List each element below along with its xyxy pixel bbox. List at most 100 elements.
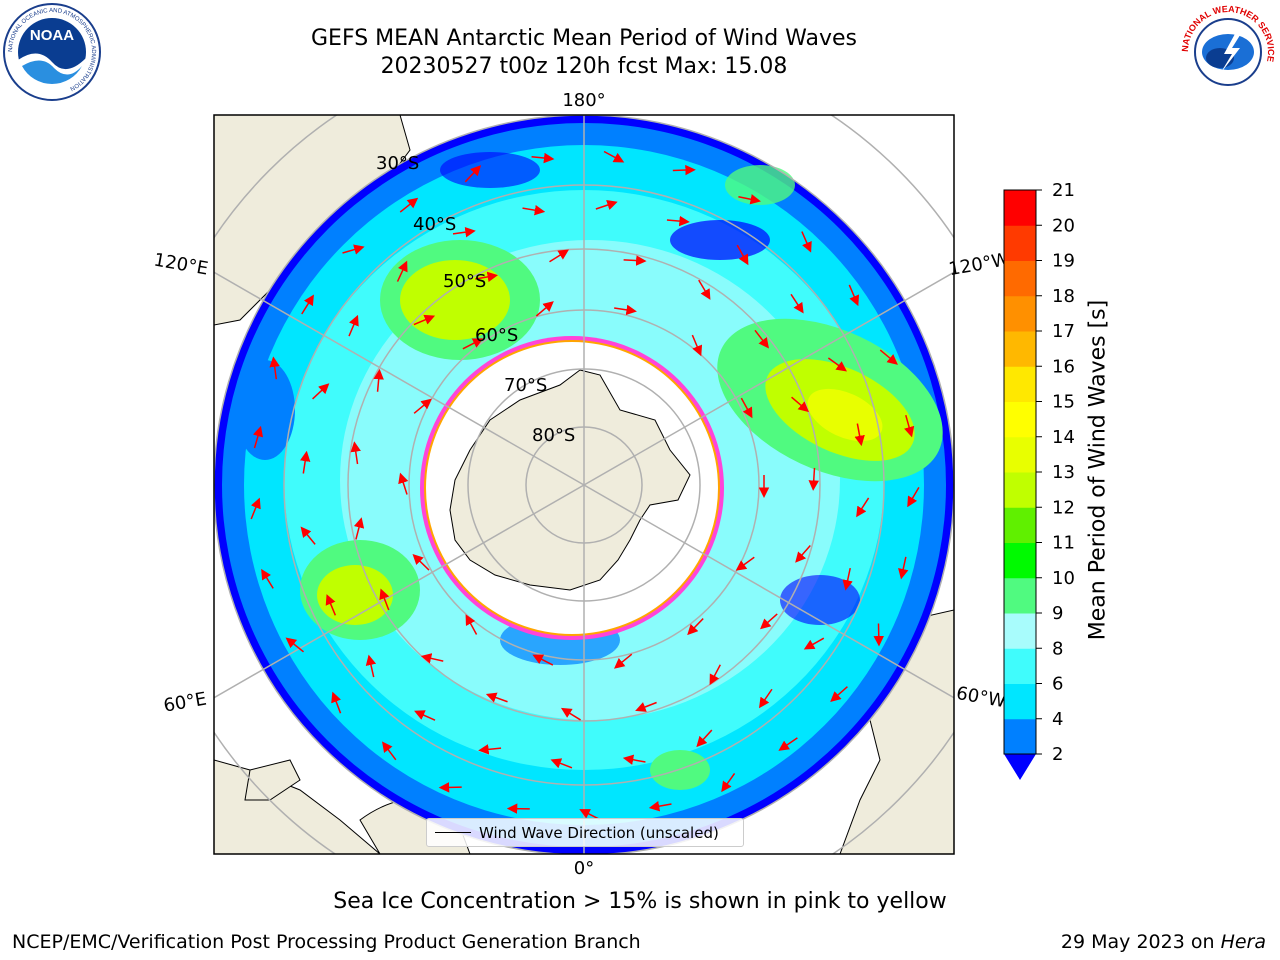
colorbar: 2 4 6 8 9 10 11 12 13 14 15 16 17 18 19 20 21	[1003, 180, 1075, 780]
wave-direction-arrow	[830, 686, 848, 702]
lat-label-70s: 70°S	[504, 375, 547, 396]
wave-direction-arrow	[269, 356, 280, 380]
colorbar-tick-label: 10	[1052, 568, 1075, 589]
colorbar-band	[1004, 401, 1036, 438]
chart-subtitle: 20230527 t00z 120h fcst Max: 15.08	[380, 54, 788, 79]
wave-direction-arrow	[522, 205, 546, 216]
wave-direction-arrow	[803, 637, 825, 650]
wave-direction-arrow	[413, 314, 436, 326]
wave-direction-arrow	[687, 618, 704, 636]
wave-direction-arrow	[398, 472, 409, 495]
colorbar-bands	[1004, 190, 1036, 755]
wave-direction-arrow	[721, 772, 736, 793]
wave-direction-arrow	[795, 544, 811, 563]
lat-label-60s: 60°S	[475, 325, 518, 346]
colorbar-tick-label: 16	[1052, 356, 1075, 377]
colorbar-tick-label: 6	[1052, 674, 1063, 695]
wave-direction-arrow	[560, 707, 581, 721]
wave-direction-arrow	[261, 568, 274, 589]
colorbar-label: Mean Period of Wind Waves [s]	[1085, 299, 1111, 641]
map-legend: Wind Wave Direction (unscaled)	[426, 818, 744, 847]
colorbar-band	[1004, 718, 1036, 755]
colorbar-tick-label: 17	[1052, 321, 1075, 342]
colorbar-tick-label: 13	[1052, 462, 1075, 483]
colorbar-band	[1004, 295, 1036, 332]
wave-direction-arrow	[691, 334, 703, 357]
colorbar-band	[1004, 542, 1036, 579]
wave-direction-arrow	[478, 744, 502, 755]
colorbar-tick-label: 18	[1052, 286, 1075, 307]
footer-date-text: 29 May 2023 on	[1060, 931, 1215, 953]
wave-direction-arrow	[531, 152, 555, 164]
wave-direction-arrow	[672, 164, 696, 176]
colorbar-tick-label: 15	[1052, 392, 1075, 413]
wave-direction-arrow	[622, 754, 646, 765]
wave-direction-arrow	[904, 415, 915, 438]
map-frame	[213, 114, 955, 855]
colorbar-band	[1004, 613, 1036, 649]
colorbar-band	[1004, 331, 1036, 367]
wave-direction-arrow	[396, 260, 408, 282]
colorbar-band	[1004, 225, 1036, 261]
footer-date: 29 May 2023 on Hera	[1061, 931, 1266, 953]
wave-direction-arrow	[614, 304, 637, 316]
wind-wave-arrows	[250, 150, 920, 821]
colorbar-band	[1004, 472, 1036, 508]
colorbar-tick-label: 11	[1052, 533, 1075, 554]
wave-direction-arrow	[778, 737, 798, 751]
lon-label-120e: 120°E	[152, 249, 210, 279]
wave-direction-arrow	[252, 425, 264, 449]
wave-direction-arrow	[350, 441, 361, 465]
lat-label-50s: 50°S	[443, 271, 486, 292]
wave-direction-arrow	[736, 244, 749, 266]
lat-label-30s: 30°S	[376, 153, 419, 174]
footer-credit: NCEP/EMC/Verification Post Processing Pr…	[12, 931, 641, 953]
colorbar-tick-label: 21	[1052, 180, 1075, 201]
lon-label-60e: 60°E	[162, 688, 208, 716]
chart-title: GEFS MEAN Antarctic Mean Period of Wind …	[311, 26, 857, 51]
lat-label-40s: 40°S	[413, 214, 456, 235]
wave-direction-arrow	[250, 497, 261, 520]
wave-direction-arrow	[438, 782, 462, 793]
wave-direction-arrow	[698, 279, 711, 300]
colorbar-band	[1004, 190, 1036, 226]
nws-logo: NATIONAL WEATHER SERVICE	[1180, 4, 1276, 100]
wave-direction-arrow	[420, 653, 444, 664]
wave-direction-arrow	[414, 710, 436, 721]
wave-direction-arrow	[808, 467, 819, 491]
colorbar-tick-label: 14	[1052, 427, 1075, 448]
wave-direction-arrow	[758, 688, 773, 709]
wave-direction-arrow	[300, 450, 311, 474]
wave-direction-arrow	[648, 801, 672, 812]
wave-direction-arrow	[485, 692, 508, 703]
wave-direction-arrow	[696, 729, 713, 748]
wave-direction-arrow	[842, 567, 853, 591]
colorbar-band	[1004, 577, 1036, 614]
wave-direction-arrow	[595, 200, 618, 211]
wave-direction-arrow	[856, 497, 870, 518]
antarctica	[449, 369, 691, 591]
colorbar-band	[1004, 436, 1036, 473]
wave-direction-arrow	[300, 526, 316, 545]
wave-direction-arrow	[535, 301, 554, 317]
legend-line-icon	[435, 832, 471, 833]
wave-direction-arrow	[532, 654, 554, 666]
noaa-logo-text: NOAA	[30, 27, 74, 44]
colorbar-ticks: 2 4 6 8 9 10 11 12 13 14 15 16 17 18 19 20 21	[1036, 180, 1075, 765]
lon-label-0: 0°	[574, 858, 594, 879]
colorbar-band	[1004, 507, 1036, 543]
wave-direction-arrow	[312, 383, 330, 400]
colorbar-extend-triangle	[1004, 754, 1036, 780]
wave-direction-arrow	[848, 284, 860, 307]
wave-direction-arrow	[373, 368, 384, 392]
wave-direction-arrow	[475, 271, 499, 283]
wave-direction-arrow	[635, 701, 657, 712]
colorbar-band	[1004, 366, 1036, 402]
lon-label-180: 180°	[562, 90, 605, 111]
wave-direction-arrow	[413, 398, 432, 414]
wave-direction-arrow	[827, 357, 847, 372]
wave-direction-arrow	[331, 691, 342, 714]
wave-direction-arrow	[898, 556, 909, 580]
wave-direction-arrow	[738, 194, 761, 205]
